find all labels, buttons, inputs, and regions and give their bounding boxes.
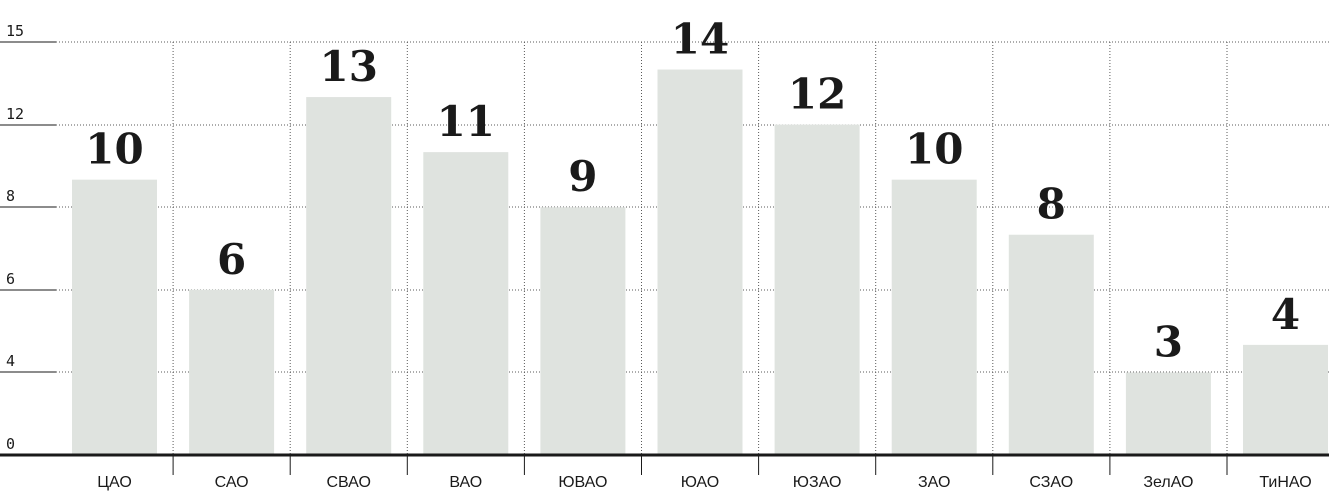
bar — [891, 179, 977, 455]
y-tick-label: 6 — [6, 270, 15, 288]
bar — [1125, 372, 1211, 455]
x-tick-label: ВАО — [449, 474, 482, 491]
value-label: 3 — [1154, 317, 1183, 366]
value-label: 10 — [85, 125, 143, 174]
y-tick-label: 15 — [6, 22, 24, 40]
bar — [1008, 234, 1094, 455]
value-label: 10 — [905, 125, 963, 174]
value-label: 8 — [1037, 180, 1066, 229]
y-tick-label: 0 — [6, 435, 15, 453]
x-tick-label: СЗАО — [1029, 474, 1073, 491]
value-label: 11 — [437, 97, 495, 146]
x-tick-label: ЦАО — [97, 474, 132, 491]
value-label: 14 — [671, 15, 729, 64]
x-tick-label: ЮАО — [681, 474, 719, 491]
x-tick-label: СВАО — [326, 474, 370, 491]
bar — [72, 179, 157, 455]
bar — [1243, 344, 1328, 455]
bar — [189, 289, 275, 455]
x-tick-label: ЗАО — [918, 474, 950, 491]
bar — [774, 124, 860, 455]
x-tick-label: ТиНАО — [1259, 474, 1311, 491]
value-label: 12 — [788, 70, 846, 119]
y-tick-label: 4 — [6, 352, 15, 370]
x-tick-label: САО — [215, 474, 249, 491]
y-axis-ticks: 15 12 8 6 4 0 — [0, 22, 56, 456]
x-tick-label: ЗелАО — [1143, 474, 1193, 491]
bars — [72, 69, 1328, 456]
x-axis: ЦАО САО СВАО ВАО ЮВАО ЮАО ЮЗАО ЗАО СЗАО ЗелАО ТиНА… — [0, 453, 1329, 491]
bar — [657, 69, 743, 456]
bar — [423, 152, 509, 455]
bar — [306, 97, 392, 456]
value-label: 9 — [568, 152, 597, 201]
value-labels: 10 6 13 11 9 14 12 10 8 3 4 — [85, 15, 1300, 367]
value-label: 6 — [217, 235, 246, 284]
value-label: 13 — [319, 42, 377, 91]
y-tick-label: 12 — [6, 105, 24, 123]
y-tick-label: 8 — [6, 187, 15, 205]
bar — [540, 207, 626, 455]
x-tick-label: ЮВАО — [558, 474, 607, 491]
x-tick-label: ЮЗАО — [793, 474, 842, 491]
value-label: 4 — [1271, 290, 1300, 339]
